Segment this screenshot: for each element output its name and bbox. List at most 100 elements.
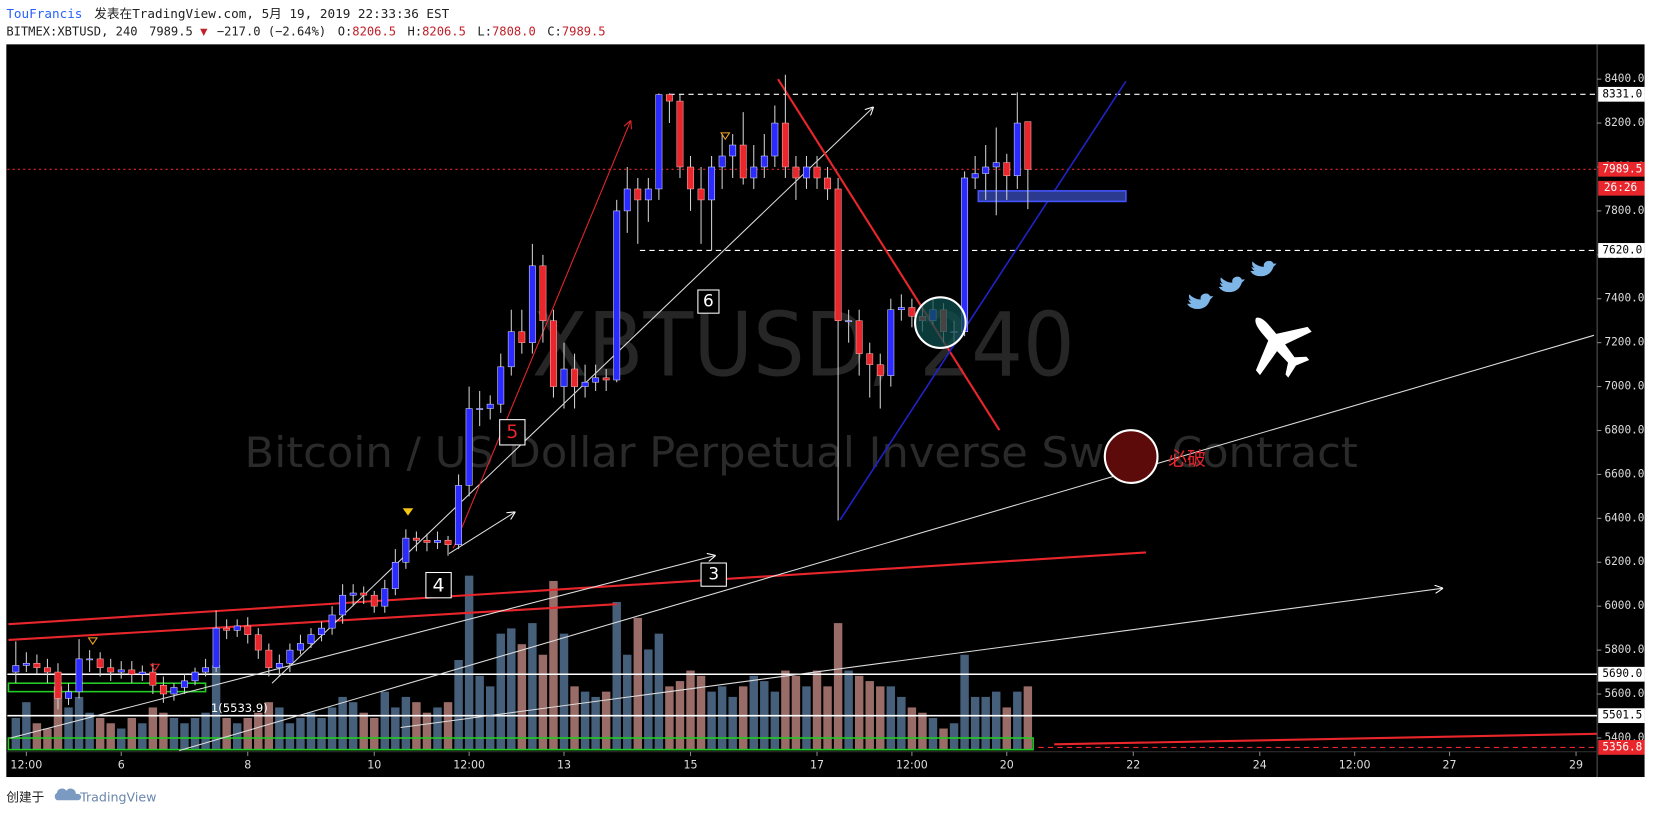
volume-bar — [433, 707, 442, 750]
candle-body — [202, 667, 209, 673]
candle-body — [602, 377, 610, 381]
bird-icons — [1187, 260, 1277, 309]
candle-body — [181, 680, 188, 688]
volume-bar — [338, 696, 347, 750]
author[interactable]: TouFrancis — [6, 5, 82, 20]
x-tick-label: 15 — [683, 758, 697, 771]
y-tick-label: 7800.0 — [1605, 204, 1645, 217]
annotation: 必破 — [1168, 448, 1206, 470]
candle-body — [86, 658, 94, 661]
ohlc-value: 7808.0 — [492, 24, 536, 38]
candle-body — [634, 188, 642, 201]
volume-bar — [422, 712, 432, 750]
y-tick-label: 6400.0 — [1605, 511, 1645, 524]
volume-bar — [296, 717, 305, 750]
volume-bar — [443, 702, 453, 750]
candle-body — [423, 540, 431, 543]
ohlc-label: O: — [338, 24, 353, 38]
candle-body — [518, 331, 526, 343]
change: −217.0 (−2.64%) — [217, 24, 326, 38]
signal-marker — [87, 637, 98, 646]
volume-bar — [232, 723, 242, 750]
volume-bar — [485, 686, 495, 750]
y-tick-label: 6200.0 — [1605, 555, 1645, 568]
y-tick-label: 6600.0 — [1605, 467, 1645, 480]
volume-bar — [1023, 686, 1033, 750]
candle-body — [708, 166, 716, 201]
candle-body — [328, 614, 336, 629]
volume-bar — [686, 670, 695, 750]
y-tick-label: 7200.0 — [1605, 336, 1645, 349]
footer-brand[interactable]: TradingView — [79, 790, 156, 805]
volume-bar — [1002, 707, 1011, 750]
volume-bar — [707, 691, 716, 750]
price-level-tag — [1598, 243, 1645, 258]
trend-arrow — [400, 588, 1443, 729]
ohlc-value: 7989.5 — [562, 24, 606, 38]
candle-body — [275, 663, 283, 668]
volume-bar — [169, 717, 179, 750]
candle-body — [486, 403, 494, 409]
highlight-circle — [913, 296, 967, 350]
trend-line — [839, 80, 1127, 521]
y-tick-label: 6800.0 — [1605, 423, 1645, 436]
candle-body — [792, 166, 800, 179]
candle-body — [982, 166, 990, 174]
volume-bar — [391, 707, 400, 750]
volume-bar — [739, 686, 748, 750]
candle-body — [318, 627, 325, 635]
candle-body — [391, 561, 399, 589]
x-tick-label: 12:00 — [896, 758, 928, 771]
volume-bar — [886, 686, 896, 750]
volume-bar — [791, 675, 801, 750]
volume-bar — [117, 728, 126, 750]
candle-body — [244, 625, 252, 635]
volume-bar — [918, 712, 927, 750]
volume-bar — [464, 575, 474, 750]
bird-icon — [1250, 260, 1277, 277]
volume-bar — [580, 691, 590, 750]
candle-body — [455, 485, 463, 545]
candle-body — [370, 594, 378, 607]
volume-bar — [74, 696, 84, 750]
plane-icon — [1255, 317, 1312, 378]
candle-layer — [12, 74, 1032, 710]
volume-bar — [359, 712, 368, 750]
trend-line — [777, 78, 1001, 431]
x-tick-label: 10 — [367, 758, 381, 771]
x-tick-label: 13 — [557, 758, 571, 771]
volume-bar — [654, 633, 664, 750]
volume-bar — [623, 654, 632, 750]
candle-body — [507, 331, 515, 368]
drawings — [7, 78, 1598, 752]
bird-icon — [1187, 293, 1214, 309]
y-tick-label: 5800.0 — [1605, 643, 1645, 656]
candle-body — [571, 368, 578, 387]
candle-body — [96, 658, 104, 668]
volume-bar — [380, 691, 390, 750]
candle-body — [876, 364, 884, 376]
candle-body — [212, 627, 220, 668]
price-level-label: 7620.0 — [1602, 243, 1642, 256]
volume-bar — [696, 675, 706, 750]
candle-body — [908, 307, 916, 317]
volume-bar — [528, 623, 537, 750]
x-tick-label: 12:00 — [453, 758, 485, 771]
volume-bar — [570, 686, 579, 750]
candle-body — [560, 368, 568, 387]
candle-body — [434, 540, 441, 543]
y-tick-label: 7000.0 — [1605, 380, 1645, 393]
candle-body — [760, 155, 768, 168]
volume-bar — [64, 707, 73, 750]
candle-body — [592, 377, 600, 383]
brand-logo — [54, 788, 82, 801]
candle-body — [54, 671, 62, 699]
candle-body — [1024, 121, 1032, 170]
candle-body — [22, 663, 30, 666]
candle-body — [107, 667, 115, 673]
candle-body — [528, 265, 536, 343]
y-tick-label: 7400.0 — [1605, 292, 1645, 305]
candle-body — [297, 643, 304, 651]
label-box — [425, 571, 452, 599]
